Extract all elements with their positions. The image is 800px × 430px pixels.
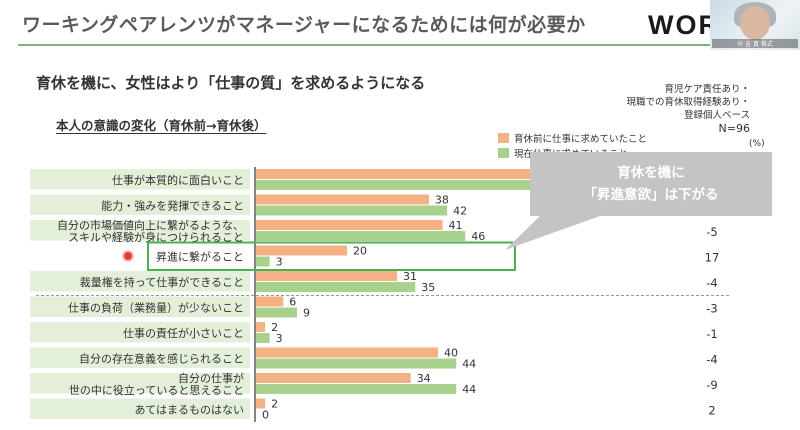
presenter-name-label: Ⓜ 吉 真 株式 <box>712 39 798 48</box>
bar-after <box>256 180 536 190</box>
bar-before <box>256 245 347 256</box>
category-label: 自分の仕事が世の中に役立っていると思えること <box>69 371 244 397</box>
callout-box: 育休を機に 「昇進意欲」は下がる <box>530 152 772 216</box>
data-label: 44 <box>462 383 476 396</box>
bar-after <box>256 231 466 241</box>
callout-pointer <box>505 216 600 250</box>
data-label: 31 <box>403 270 417 283</box>
data-label: 0 <box>262 409 269 422</box>
data-label: 41 <box>449 219 463 232</box>
slide-subtitle: 育休を機に、女性はより「仕事の質」を求めるようになる <box>36 74 426 92</box>
bar-before <box>256 194 429 205</box>
sample-base-note: 育児ケア責任あり・ 現職での育休取得経験あり・ 登録個人ベース N=96 <box>626 83 750 135</box>
category-label-band <box>30 220 250 241</box>
bar-after <box>256 205 448 216</box>
category-label-band <box>30 398 250 419</box>
callout-line2: 「昇進意欲」は下がる <box>583 187 719 203</box>
difference-label: 17 <box>705 250 720 264</box>
category-label-band <box>30 194 250 215</box>
category-label: 自分の市場価値向上に繋がるような、スキルや経験が身につけられること <box>57 218 244 244</box>
category-label-band <box>30 296 250 317</box>
legend-swatch-before <box>498 132 509 143</box>
bar-after <box>256 307 297 318</box>
pointer-cursor-icon <box>124 252 132 260</box>
data-label: 42 <box>453 205 467 218</box>
difference-label: -3 <box>706 301 717 315</box>
bar-after <box>256 358 457 369</box>
category-label: 昇進に繋がること <box>156 249 244 263</box>
bar-before <box>256 169 536 179</box>
bar-after <box>256 282 416 292</box>
difference-label: -1 <box>706 327 717 341</box>
base-note-line1: 育児ケア責任あり・ <box>664 84 750 95</box>
data-label: 2 <box>271 398 278 411</box>
legend-item-before: 育休前に仕事に求めていたこと <box>498 130 647 145</box>
data-label: 46 <box>471 230 485 243</box>
section-label: 本人の意識の変化（育休前→育休後） <box>56 118 267 133</box>
category-label: 仕事の負荷（業務量）が少ないこと <box>68 300 244 314</box>
bar-after <box>256 384 457 394</box>
highlight-box <box>147 241 516 271</box>
data-label: 38 <box>435 194 449 207</box>
data-label: 35 <box>421 281 435 294</box>
bar-before <box>256 296 284 307</box>
bar-before <box>256 271 398 281</box>
callout-line1: 育休を機に <box>617 165 685 181</box>
slide-title: ワーキングペアレンツがマネージャーになるためには何が必要か <box>22 14 586 36</box>
difference-label: 2 <box>708 403 715 417</box>
category-label-band <box>30 322 250 343</box>
data-label: 40 <box>444 347 458 360</box>
category-label-band <box>30 373 250 394</box>
difference-label: -4 <box>706 276 717 290</box>
difference-label: -9 <box>706 378 717 392</box>
category-label: 裁量権を持って仕事ができること <box>80 275 244 289</box>
difference-label: -5 <box>706 225 717 239</box>
bar-before <box>256 347 438 358</box>
data-label: 3 <box>276 332 283 345</box>
sample-size: N=96 <box>718 122 750 135</box>
data-label: 20 <box>353 245 367 258</box>
data-label: 3 <box>276 256 283 269</box>
title-divider <box>18 44 712 46</box>
presenter-video-thumbnail: Ⓜ 吉 真 株式 <box>710 0 800 50</box>
data-label: 44 <box>462 358 476 371</box>
legend-label-before: 育休前に仕事に求めていたこと <box>514 133 648 145</box>
data-label: 9 <box>303 307 310 320</box>
category-label-band <box>30 271 250 292</box>
bar-after <box>256 256 270 267</box>
bar-before <box>256 322 266 332</box>
category-label: 仕事が本質的に面白いこと <box>112 173 244 187</box>
legend-swatch-after <box>498 147 509 158</box>
bar-before <box>256 220 443 230</box>
category-label: 仕事の責任が小さいこと <box>123 326 244 340</box>
brand-logo: WOR <box>648 10 720 40</box>
category-label: 自分の存在意義を感じられること <box>79 351 244 365</box>
difference-label: -4 <box>706 352 717 366</box>
data-label: 2 <box>271 321 278 334</box>
base-note-line2: 現職での育休取得経験あり・ <box>626 97 750 108</box>
data-label: 6 <box>289 296 296 309</box>
presenter-face <box>740 6 770 40</box>
category-label: 能力・強みを発揮できること <box>101 198 244 212</box>
bar-after <box>256 333 270 343</box>
data-label: 34 <box>417 372 431 385</box>
bar-before <box>256 373 411 383</box>
bar-before <box>256 398 266 409</box>
base-note-line3: 登録個人ベース <box>683 110 750 121</box>
category-label: あてはまるものはない <box>134 403 244 416</box>
unit-label: (%) <box>749 139 765 149</box>
category-label-band <box>30 347 250 368</box>
category-label-band <box>30 169 250 190</box>
